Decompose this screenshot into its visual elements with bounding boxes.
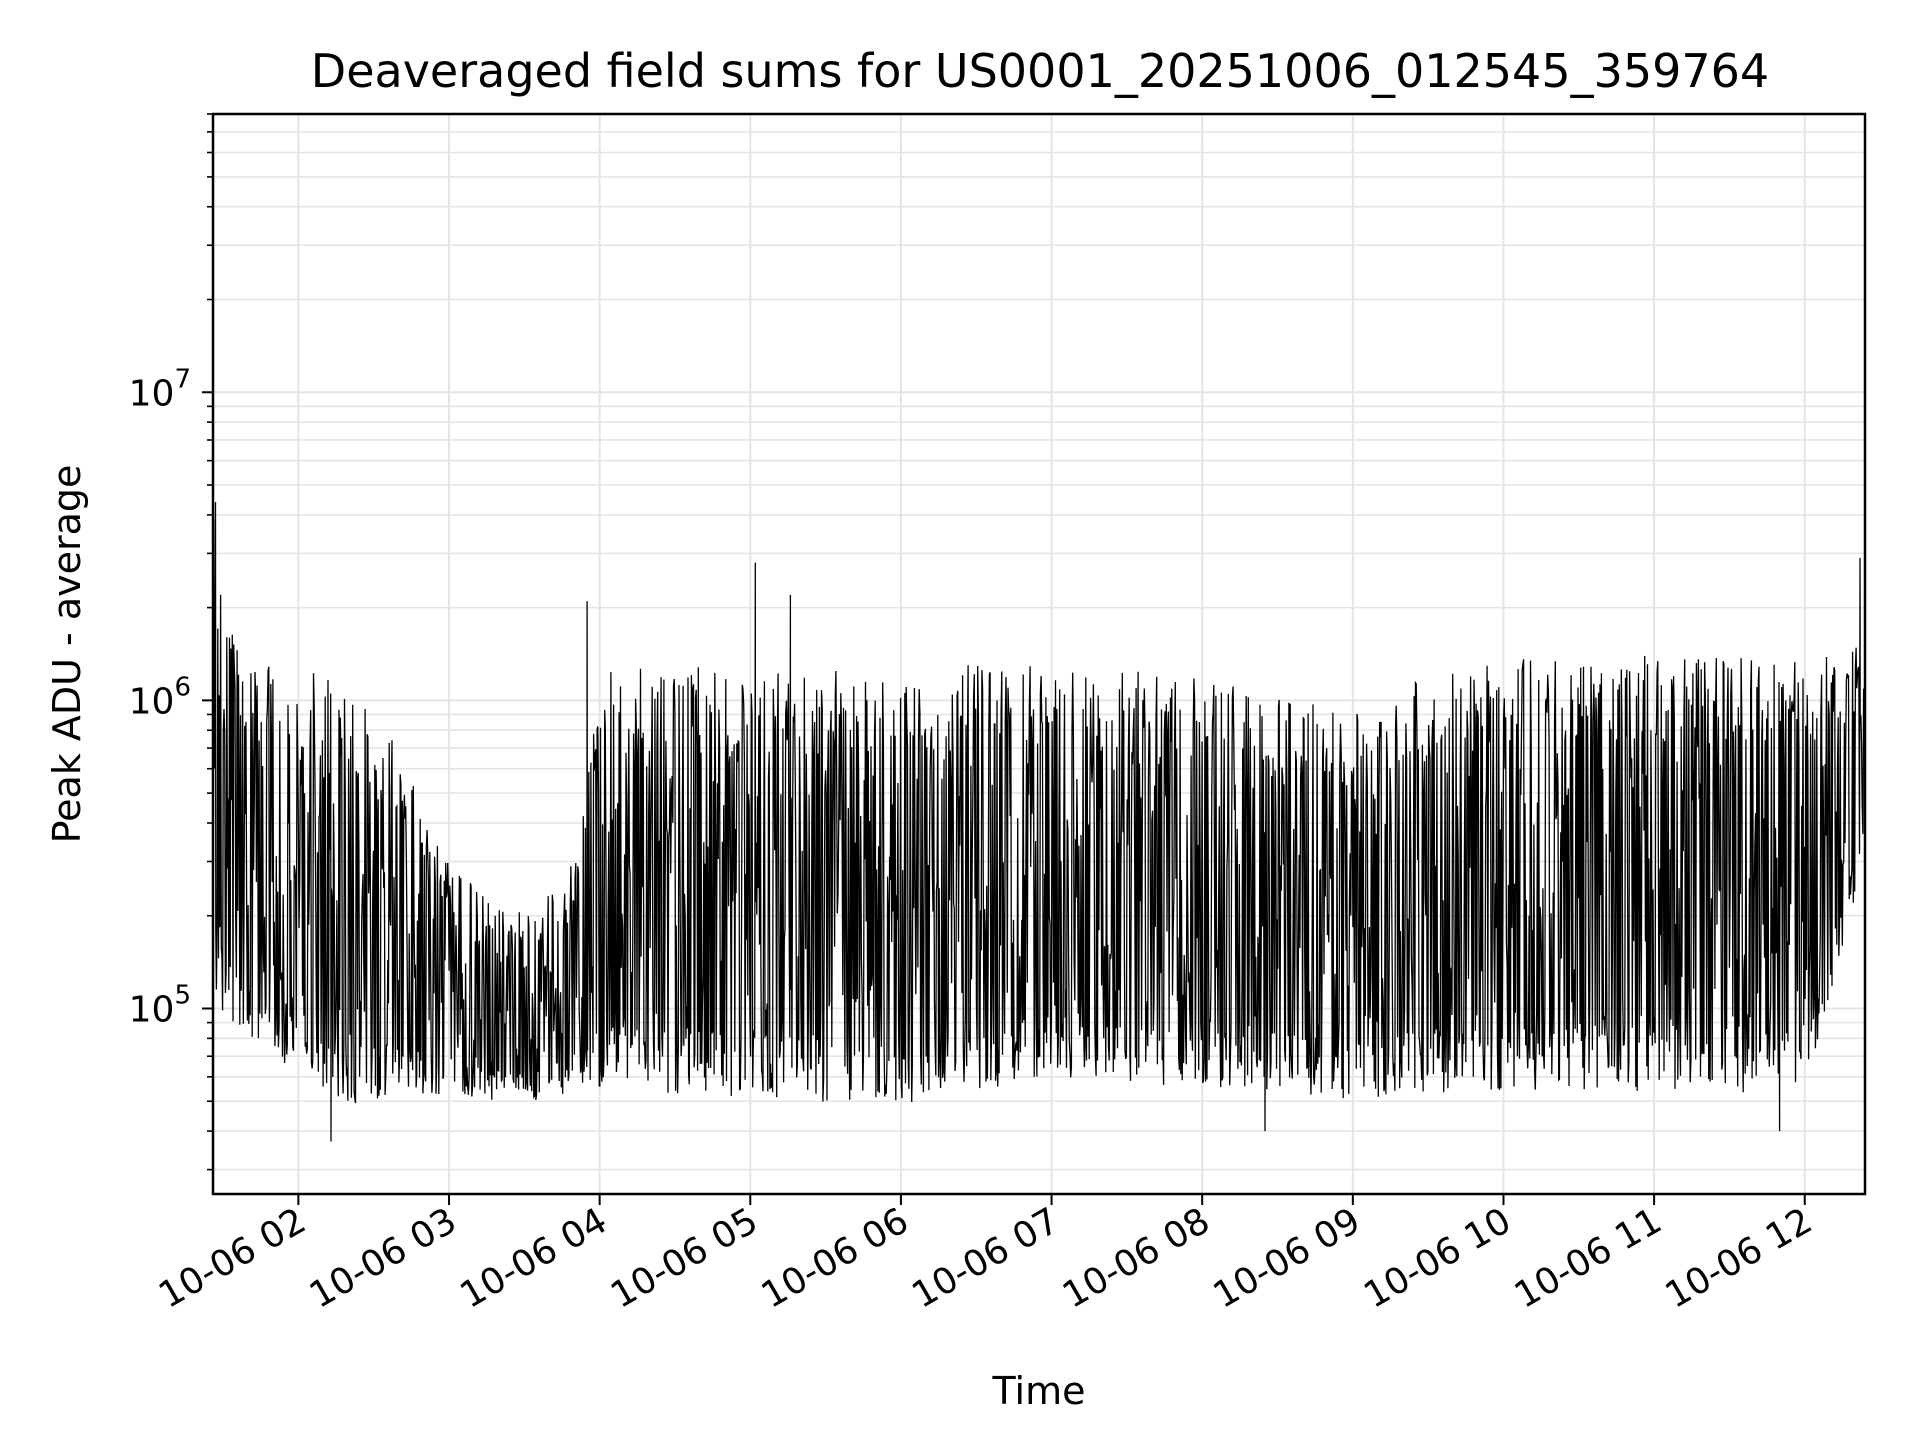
- plot-frame: [211, 112, 1867, 1196]
- y-axis: 105 106 107: [129, 113, 213, 1171]
- y-axis-label: Peak ADU - average: [45, 465, 89, 844]
- series-path: [212, 502, 1866, 1142]
- y-tick-label: 106: [129, 672, 191, 722]
- y-tick-label: 105: [129, 980, 191, 1030]
- y-tick-label: 107: [129, 364, 191, 414]
- x-axis-label: Time: [992, 1369, 1086, 1413]
- chart-title: Deaveraged field sums for US0001_2025100…: [311, 44, 1769, 98]
- series-line: [212, 502, 1866, 1142]
